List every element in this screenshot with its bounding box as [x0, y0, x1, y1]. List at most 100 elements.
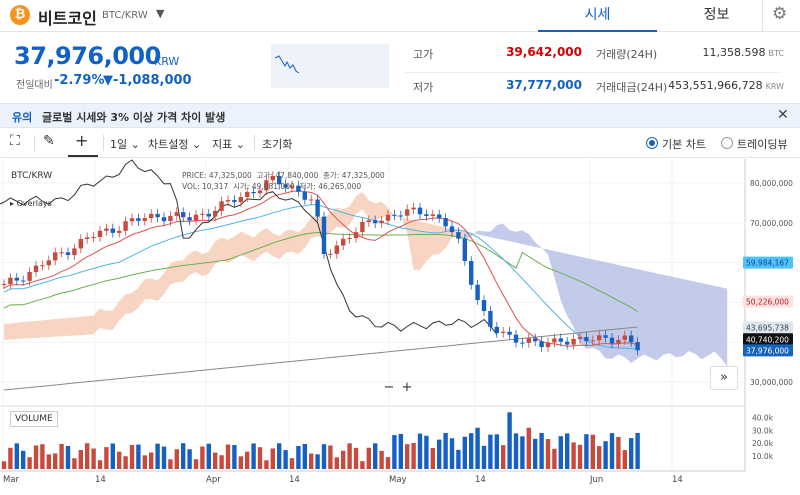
- volume-bar: [136, 444, 141, 469]
- volume-bar: [302, 443, 307, 469]
- candle: [417, 207, 423, 215]
- candle: [552, 338, 557, 343]
- change-rate: -2.79%: [54, 73, 105, 88]
- volume-bar: [53, 453, 58, 469]
- candle: [462, 238, 467, 262]
- price-badge: [743, 295, 793, 308]
- gear-icon[interactable]: ⚙: [772, 4, 788, 24]
- volume-tick-label: 20.0k: [752, 439, 774, 448]
- candle: [456, 232, 461, 239]
- volume-bar: [200, 446, 205, 469]
- candle: [72, 248, 77, 256]
- volume-tick-label: 40.0k: [752, 413, 774, 422]
- basic-chart-radio[interactable]: [646, 137, 658, 149]
- volume-bar: [341, 450, 346, 469]
- volume-value: 11,358.598 BTC: [702, 46, 784, 59]
- volume-bar: [449, 438, 455, 469]
- volume-bar: [405, 444, 410, 469]
- fullscreen-icon[interactable]: ⛶: [10, 133, 20, 149]
- volume-bar: [251, 443, 256, 469]
- candle: [507, 331, 512, 335]
- zoom-controls: − +: [380, 380, 420, 395]
- pencil-icon[interactable]: ✎: [43, 133, 55, 149]
- close-icon[interactable]: ✕: [777, 107, 789, 123]
- candle: [161, 217, 167, 222]
- jump-to-latest-button[interactable]: »: [710, 366, 738, 390]
- candle: [571, 338, 576, 345]
- chart-settings-menu[interactable]: 차트설정 ⌄: [148, 138, 202, 151]
- pair-dropdown-chevron-down-icon[interactable]: ▼: [156, 7, 165, 20]
- volume-bar: [577, 444, 583, 469]
- chart-canvas[interactable]: Mar 14 Apr 14 May 14 Jun 14 80,000,000 70,000,000…: [0, 159, 800, 495]
- volume-bar: [117, 451, 122, 469]
- candle: [155, 213, 160, 218]
- crosshair-icon[interactable]: +: [75, 131, 89, 150]
- candle: [360, 221, 365, 233]
- candle: [181, 212, 186, 218]
- price-badge-label: 59,984,167: [746, 259, 789, 268]
- moving-average-10-line: [3, 190, 638, 347]
- candle: [328, 253, 333, 255]
- tradingview-label[interactable]: 트레이딩뷰: [737, 138, 788, 151]
- tab-info[interactable]: 정보: [703, 7, 730, 23]
- volume-bar: [289, 458, 295, 469]
- candle: [53, 252, 58, 261]
- volume-bar: [437, 439, 442, 469]
- volume-bar: [219, 455, 224, 469]
- candle: [558, 338, 563, 342]
- overlays-toggle[interactable]: ▸ Overlays: [10, 199, 52, 208]
- notice-bar: 유의 글로벌 시세와 3% 이상 가격 차이 발생 ✕: [0, 104, 800, 128]
- tab-market-price[interactable]: 시세: [538, 0, 657, 32]
- candle: [129, 218, 135, 222]
- candle: [33, 265, 39, 273]
- zoom-in-button[interactable]: +: [401, 380, 413, 395]
- volume-bar: [385, 457, 391, 469]
- chart-toolbar: ⛶ ✎ + 1일 ⌄ 차트설정 ⌄ 지표 ⌄ 초기화 기본 차트 트레이딩뷰: [0, 128, 800, 158]
- volume-bar: [296, 445, 301, 469]
- volume-bar: [213, 452, 218, 469]
- volume-bar: [443, 432, 448, 469]
- volume-bar: [334, 457, 339, 469]
- zoom-out-button[interactable]: −: [383, 380, 395, 395]
- reset-button[interactable]: 초기화: [262, 138, 293, 151]
- volume-bar: [392, 435, 397, 469]
- candle: [289, 185, 295, 188]
- candle: [373, 220, 378, 224]
- low-label: 저가: [413, 81, 434, 94]
- volume-bar: [283, 450, 288, 469]
- volume-bar: [168, 459, 173, 469]
- candle: [366, 220, 371, 222]
- volume-bar: [181, 443, 186, 469]
- volume-bar: [545, 439, 551, 469]
- tradingview-radio[interactable]: [721, 137, 733, 149]
- volume-bar: [609, 433, 615, 469]
- candle: [597, 335, 602, 341]
- interval-select[interactable]: 1일 ⌄: [110, 138, 140, 151]
- candle: [14, 277, 19, 281]
- volume-bar: [270, 448, 275, 469]
- volume-bar: [14, 443, 19, 469]
- x-tick-label: Jun: [589, 475, 603, 485]
- candle: [424, 214, 429, 216]
- price-chart[interactable]: Mar 14 Apr 14 May 14 Jun 14 80,000,000 70,000,000…: [0, 159, 800, 495]
- volume-bar: [129, 444, 135, 469]
- candle: [187, 217, 192, 221]
- candle: [449, 226, 455, 233]
- volume-bar: [539, 432, 544, 469]
- price-unit: KRW: [154, 55, 180, 68]
- volume-bar: [597, 446, 602, 469]
- price-badge: [743, 344, 793, 357]
- bitcoin-logo-icon: ₿: [10, 5, 30, 25]
- volume-bar: [584, 434, 589, 469]
- x-tick-label: 14: [289, 475, 300, 485]
- volume-bar: [187, 449, 192, 469]
- volume-bar: [21, 450, 26, 469]
- volume-bar: [91, 448, 96, 469]
- price-badge-label: 40,740,200: [746, 335, 789, 344]
- basic-chart-label[interactable]: 기본 차트: [662, 138, 706, 151]
- indicators-menu[interactable]: 지표 ⌄: [212, 138, 245, 151]
- candle: [238, 197, 243, 203]
- volume-bar: [225, 444, 231, 469]
- candle: [526, 338, 531, 343]
- y-tick-label: 80,000,000: [750, 179, 793, 188]
